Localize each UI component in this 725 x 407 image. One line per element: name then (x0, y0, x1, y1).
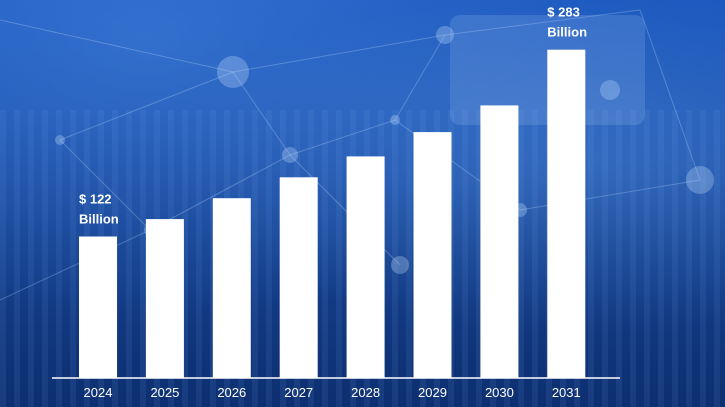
annotation-unit-2024: Billion (79, 212, 119, 227)
x-axis-tick-labels: 2024 2025 2026 2027 2028 2029 2030 2031 (84, 385, 581, 400)
bar-2031 (547, 49, 586, 378)
annotation-value-2031: $ 283 (547, 5, 580, 20)
annotation-value-2024: $ 122 (79, 192, 112, 207)
tick-label-2028: 2028 (351, 385, 380, 400)
tick-label-2027: 2027 (284, 385, 313, 400)
bar-2025 (145, 219, 184, 378)
bar-2024 (79, 236, 117, 378)
bar-series (79, 49, 586, 379)
tick-label-2030: 2030 (485, 385, 514, 400)
bar-2028 (346, 156, 385, 378)
tick-label-2029: 2029 (418, 385, 447, 400)
annotation-unit-2031: Billion (547, 25, 587, 40)
bar-2030 (480, 105, 519, 379)
tick-label-2024: 2024 (84, 385, 113, 400)
tick-label-2025: 2025 (150, 385, 179, 400)
data-annotations: $ 122 Billion $ 283 Billion (79, 5, 587, 227)
tick-label-2031: 2031 (552, 385, 581, 400)
bar-2027 (279, 177, 318, 378)
bar-2029 (413, 132, 452, 378)
bar-2026 (212, 198, 251, 378)
tick-label-2026: 2026 (217, 385, 246, 400)
